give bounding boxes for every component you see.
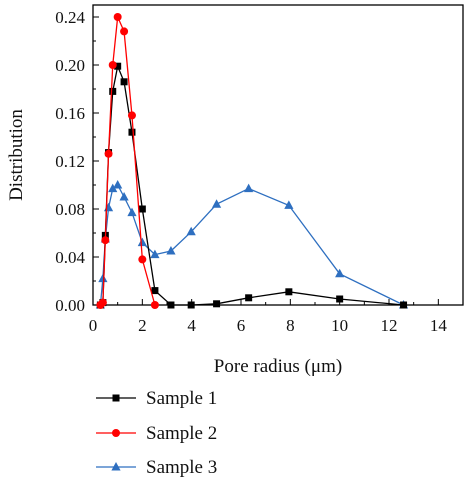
series-2-point bbox=[104, 149, 113, 158]
series-1-point bbox=[213, 300, 221, 308]
series-2-point bbox=[138, 255, 147, 264]
series-1-point bbox=[138, 205, 146, 213]
x-tick-label: 10 bbox=[331, 316, 348, 335]
series-2-point bbox=[108, 61, 117, 69]
series-1-point bbox=[336, 295, 344, 303]
axes bbox=[92, 4, 464, 306]
x-tick-label: 14 bbox=[430, 316, 448, 335]
series-3-point bbox=[335, 268, 345, 278]
series-2-point bbox=[127, 111, 136, 120]
x-axis-title: Pore radius (μm) bbox=[214, 356, 342, 377]
y-tick-label: 0.12 bbox=[55, 152, 85, 171]
series-1 bbox=[96, 62, 408, 309]
series-2-point bbox=[120, 27, 129, 36]
series-1-point bbox=[109, 87, 117, 95]
x-tick-label: 4 bbox=[187, 316, 196, 335]
series-1-point bbox=[187, 301, 195, 309]
series-3-point bbox=[108, 183, 118, 193]
series-1-point bbox=[245, 294, 253, 302]
legend-item-3: Sample 3 bbox=[96, 457, 217, 478]
series-1-point bbox=[128, 128, 136, 136]
series-2-point bbox=[150, 301, 159, 309]
plot-frame bbox=[92, 4, 464, 306]
series-1-point bbox=[285, 288, 293, 296]
y-tick-label: 0.00 bbox=[55, 296, 85, 315]
legend-item-2: Sample 2 bbox=[96, 423, 217, 444]
series-3-point bbox=[166, 246, 176, 255]
series-3-point bbox=[244, 183, 254, 193]
series-3-point bbox=[186, 226, 196, 236]
series-3-point bbox=[150, 249, 160, 259]
legend: Sample 1 Sample 2 Sample 3 bbox=[96, 388, 217, 478]
x-tick-label: 12 bbox=[381, 316, 398, 335]
series-2-point bbox=[113, 13, 122, 21]
legend-item-1: Sample 1 bbox=[96, 388, 217, 409]
series-3-point bbox=[103, 202, 114, 212]
series-1-point bbox=[120, 78, 128, 86]
series-3-point bbox=[113, 180, 123, 189]
series-3-point bbox=[98, 273, 108, 283]
series-2 bbox=[96, 13, 159, 309]
y-tick-label: 0.04 bbox=[55, 248, 85, 267]
series-2-point bbox=[101, 236, 110, 245]
x-tick-label: 8 bbox=[286, 316, 295, 335]
series-layer bbox=[95, 13, 409, 309]
series-2-point bbox=[98, 298, 107, 307]
series-3-point bbox=[119, 192, 129, 201]
y-tick-label: 0.16 bbox=[55, 104, 85, 123]
series-3-point bbox=[284, 200, 294, 209]
y-tick-label: 0.08 bbox=[55, 200, 85, 219]
x-tick-label: 6 bbox=[237, 316, 246, 335]
series-3-point bbox=[211, 199, 222, 208]
axis-labels: 0 2 4 6 8 10 12 14 0.00 0.04 0.08 0.12 0.16 0.20 0.24 P… bbox=[6, 8, 447, 377]
series-1-line bbox=[99, 63, 404, 306]
legend-marker bbox=[111, 462, 121, 471]
legend-label: Sample 2 bbox=[146, 423, 217, 444]
legend-marker bbox=[112, 394, 120, 402]
legend-label: Sample 3 bbox=[146, 457, 217, 478]
series-3 bbox=[95, 180, 409, 309]
y-axis-title: Distribution bbox=[6, 109, 27, 201]
y-tick-label: 0.20 bbox=[55, 56, 85, 75]
legend-marker bbox=[112, 429, 120, 437]
legend-label: Sample 1 bbox=[146, 388, 217, 409]
series-3-point bbox=[137, 237, 147, 247]
series-2-line bbox=[99, 14, 156, 306]
x-tick-label: 0 bbox=[89, 316, 98, 335]
series-1-point bbox=[151, 287, 159, 295]
x-tick-label: 2 bbox=[138, 316, 147, 335]
series-1-point bbox=[167, 301, 175, 309]
series-1-point bbox=[400, 301, 408, 309]
y-tick-label: 0.24 bbox=[55, 8, 85, 27]
series-1-point bbox=[114, 62, 122, 70]
series-3-point bbox=[127, 207, 137, 217]
